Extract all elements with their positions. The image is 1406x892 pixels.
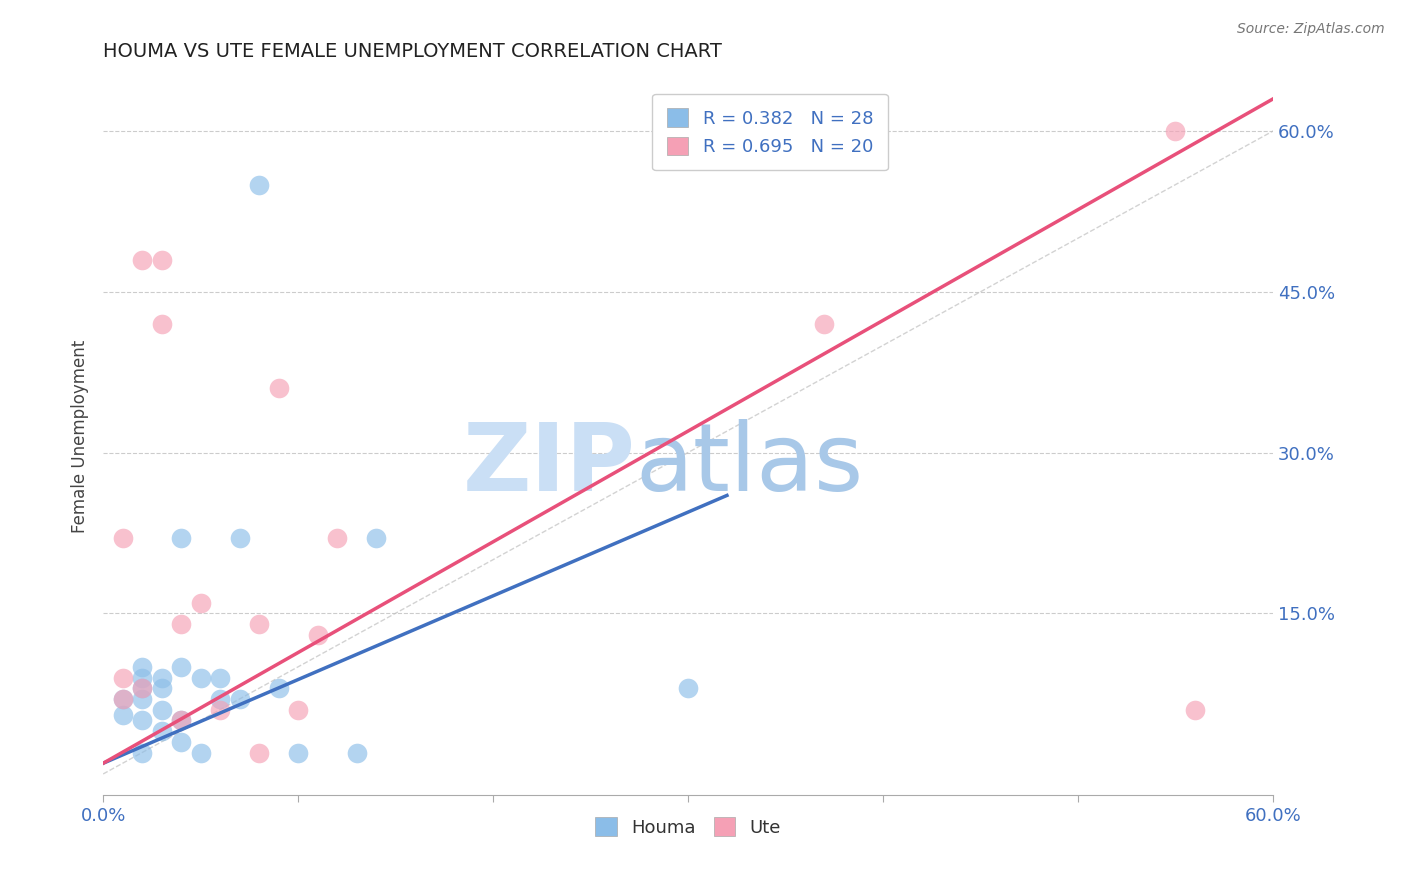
Point <box>346 746 368 760</box>
Point <box>131 671 153 685</box>
Point <box>111 531 134 545</box>
Point <box>111 692 134 706</box>
Point <box>131 692 153 706</box>
Legend: Houma, Ute: Houma, Ute <box>588 810 789 844</box>
Text: Source: ZipAtlas.com: Source: ZipAtlas.com <box>1237 22 1385 37</box>
Point <box>150 671 173 685</box>
Y-axis label: Female Unemployment: Female Unemployment <box>72 340 89 533</box>
Point <box>813 317 835 331</box>
Point <box>111 692 134 706</box>
Point <box>170 660 193 674</box>
Point <box>228 692 250 706</box>
Point <box>190 596 212 610</box>
Point <box>131 681 153 696</box>
Point <box>209 703 232 717</box>
Point <box>131 714 153 728</box>
Point <box>170 714 193 728</box>
Point <box>150 724 173 739</box>
Point <box>209 671 232 685</box>
Point <box>209 692 232 706</box>
Point <box>1184 703 1206 717</box>
Point <box>676 681 699 696</box>
Point <box>364 531 387 545</box>
Text: HOUMA VS UTE FEMALE UNEMPLOYMENT CORRELATION CHART: HOUMA VS UTE FEMALE UNEMPLOYMENT CORRELA… <box>103 42 723 61</box>
Point <box>247 617 270 632</box>
Point <box>287 746 309 760</box>
Point <box>170 735 193 749</box>
Point <box>170 531 193 545</box>
Point <box>131 681 153 696</box>
Point <box>150 703 173 717</box>
Point <box>307 628 329 642</box>
Point <box>150 681 173 696</box>
Point <box>1164 124 1187 138</box>
Point <box>131 252 153 267</box>
Point <box>326 531 349 545</box>
Point <box>131 660 153 674</box>
Point <box>150 252 173 267</box>
Point <box>267 381 290 395</box>
Point <box>111 671 134 685</box>
Point <box>111 708 134 723</box>
Point <box>267 681 290 696</box>
Point <box>131 746 153 760</box>
Point <box>190 671 212 685</box>
Point <box>150 317 173 331</box>
Point <box>170 714 193 728</box>
Point <box>228 531 250 545</box>
Text: atlas: atlas <box>636 419 863 511</box>
Point <box>247 178 270 192</box>
Text: ZIP: ZIP <box>463 419 636 511</box>
Point <box>190 746 212 760</box>
Point <box>287 703 309 717</box>
Point <box>170 617 193 632</box>
Point <box>247 746 270 760</box>
